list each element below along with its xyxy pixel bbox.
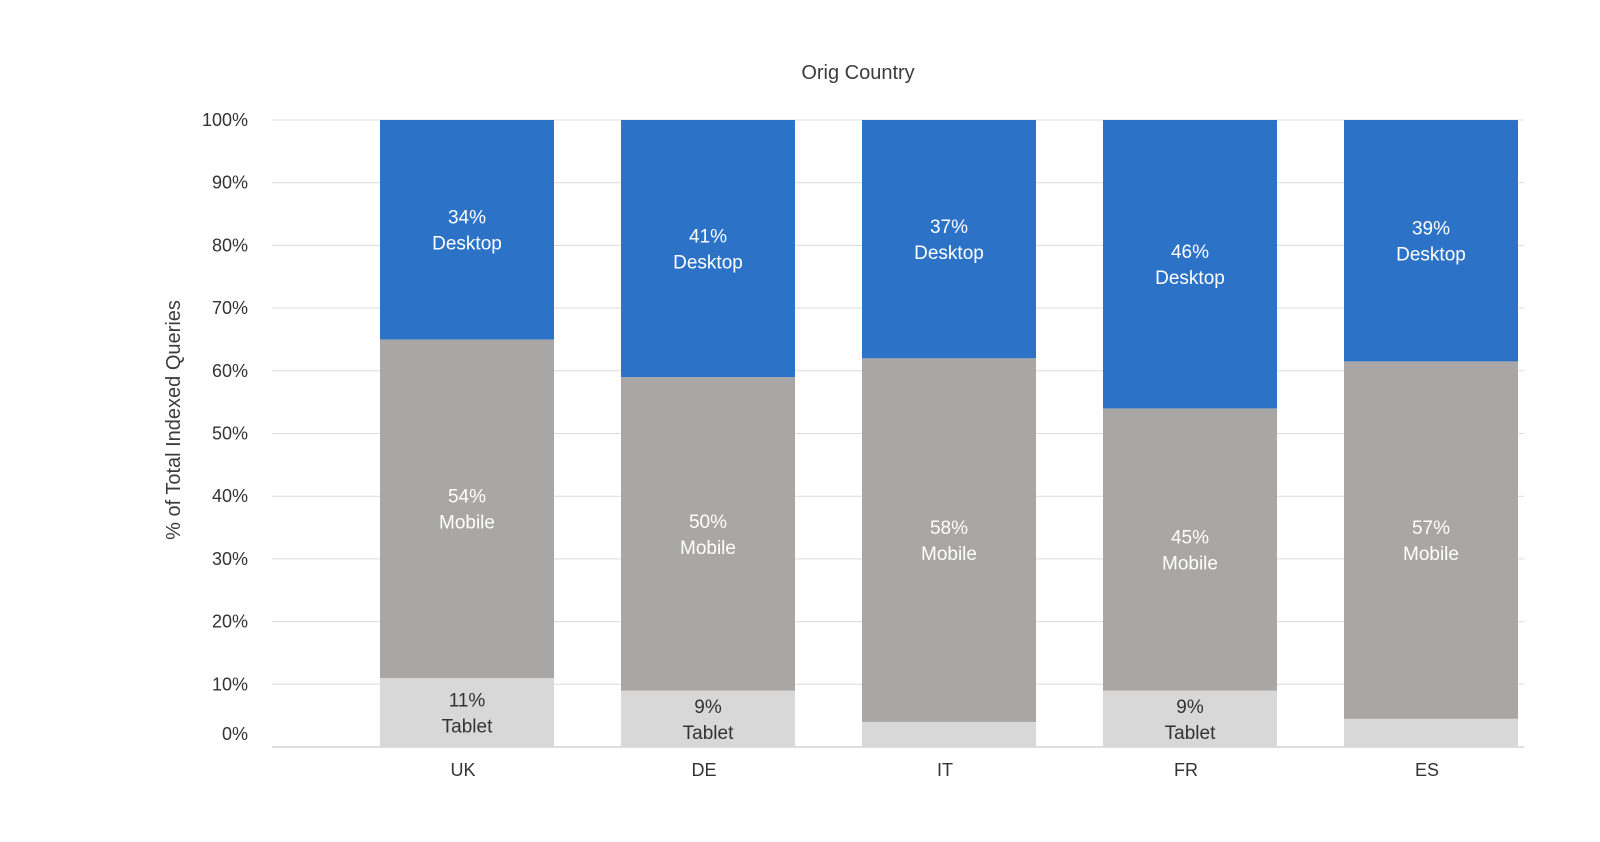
x-tick-label: ES: [1415, 760, 1439, 780]
bar-desktop: [621, 120, 795, 378]
y-tick-label: 90%: [212, 173, 248, 193]
data-label: 45%: [1171, 527, 1209, 548]
y-tick-label: 10%: [212, 674, 248, 694]
data-label: 9%: [1176, 697, 1204, 718]
series-label: Mobile: [1403, 544, 1459, 565]
data-label: 41%: [689, 227, 727, 248]
data-label: 57%: [1412, 518, 1450, 539]
data-label: 46%: [1171, 242, 1209, 263]
bar-tablet: [862, 721, 1036, 747]
y-tick-label: 50%: [212, 424, 248, 444]
x-tick-label: DE: [691, 760, 716, 780]
bar-mobile: [621, 377, 795, 691]
data-label: 50%: [689, 512, 727, 533]
series-label: Desktop: [673, 253, 743, 274]
bar-desktop: [380, 120, 554, 340]
x-tick-label: IT: [937, 760, 953, 780]
y-tick-label: 30%: [212, 549, 248, 569]
y-tick-label: 60%: [212, 361, 248, 381]
series-label: Mobile: [921, 544, 977, 565]
bars: [380, 120, 1518, 747]
series-label: Tablet: [442, 717, 493, 738]
bar-mobile: [1103, 408, 1277, 691]
data-label: 34%: [448, 208, 486, 229]
x-tick-label: FR: [1174, 760, 1198, 780]
bar-tablet: [380, 678, 554, 747]
series-label: Mobile: [680, 538, 736, 559]
data-label: 39%: [1412, 219, 1450, 240]
bar-mobile: [1344, 361, 1518, 719]
y-tick-label: 20%: [212, 612, 248, 632]
data-label: 58%: [930, 518, 968, 539]
bar-tablet: [1103, 690, 1277, 747]
series-label: Desktop: [1396, 245, 1466, 266]
y-tick-label: 80%: [212, 235, 248, 255]
y-tick-label: 40%: [212, 486, 248, 506]
series-label: Desktop: [1155, 268, 1225, 289]
bar-mobile: [862, 358, 1036, 722]
y-tick-label: 70%: [212, 298, 248, 318]
y-tick-label: 0%: [222, 724, 248, 744]
bar-mobile: [380, 339, 554, 679]
series-label: Tablet: [1165, 723, 1216, 744]
chart-title: Orig Country: [801, 62, 914, 84]
bar-tablet: [621, 690, 795, 747]
x-tick-label: UK: [450, 760, 475, 780]
series-label: Desktop: [914, 243, 984, 264]
series-label: Tablet: [683, 723, 734, 744]
data-label: 37%: [930, 217, 968, 238]
bar-tablet: [1344, 718, 1518, 747]
series-label: Mobile: [1162, 553, 1218, 574]
y-axis-title: % of Total Indexed Queries: [163, 300, 185, 540]
axes: 0% 10% 20% 30% 40% 50% 60% 70% 80% 90% 100% UK DE IT F…: [202, 110, 1439, 780]
segment-labels: 11% Tablet 54% Mobile 34% Desktop 9% Tablet 50% M…: [432, 208, 1466, 744]
series-label: Mobile: [439, 513, 495, 534]
bar-desktop: [862, 120, 1036, 359]
bar-desktop: [1103, 120, 1277, 409]
series-label: Desktop: [432, 234, 502, 255]
y-tick-label: 100%: [202, 110, 248, 130]
data-label: 11%: [449, 691, 486, 712]
data-label: 54%: [448, 487, 486, 508]
data-label: 9%: [694, 697, 722, 718]
bar-desktop: [1344, 120, 1518, 362]
